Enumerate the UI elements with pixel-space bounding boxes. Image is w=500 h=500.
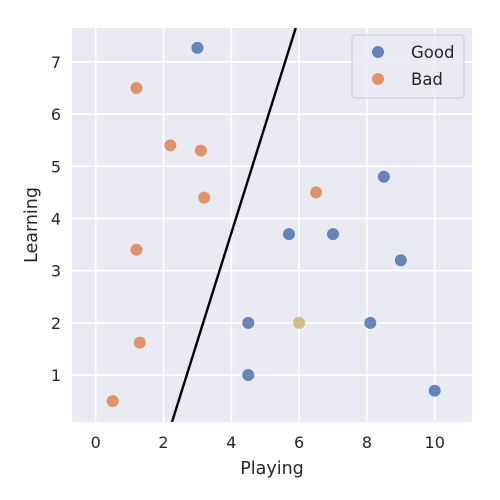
data-points [106,41,441,408]
good-point [364,316,377,329]
good-point [377,170,390,183]
x-axis-label: Playing [240,459,304,479]
good-point [282,228,295,241]
good-point [428,384,441,397]
bad-point [133,336,146,349]
bad-point [130,243,143,256]
legend-label: Good [411,43,454,62]
y-tick-label: 6 [51,105,61,124]
good-point [242,316,255,329]
y-tick-label: 3 [51,262,61,281]
legend-marker [372,73,384,85]
y-tick-label: 1 [51,366,61,385]
y-tick-label: 5 [51,157,61,176]
x-tick-label: 8 [362,433,372,452]
highlighted-point [293,316,306,329]
x-tick-label: 6 [294,433,304,452]
x-tick-label: 0 [91,433,101,452]
x-tick-label: 10 [425,433,445,452]
good-point [242,369,255,382]
good-point [327,228,340,241]
y-tick-label: 2 [51,314,61,333]
y-tick-label: 7 [51,53,61,72]
legend: Good Bad [351,34,465,99]
good-point [191,41,204,54]
good-point [394,254,407,267]
bad-point [130,82,143,95]
grid-lines [72,28,472,422]
y-tick-label: 4 [51,209,61,228]
bad-point [194,144,207,157]
legend-label: Bad [411,70,443,89]
decision-boundary [170,28,297,422]
decision-line [170,28,297,422]
x-tick-label: 4 [226,433,236,452]
legend-marker [372,46,384,58]
y-axis-label: Learning [22,187,42,263]
bad-point [106,395,119,408]
x-tick-label: 2 [158,433,168,452]
bad-point [310,186,323,199]
bad-point [198,191,211,204]
bad-point [164,139,177,152]
